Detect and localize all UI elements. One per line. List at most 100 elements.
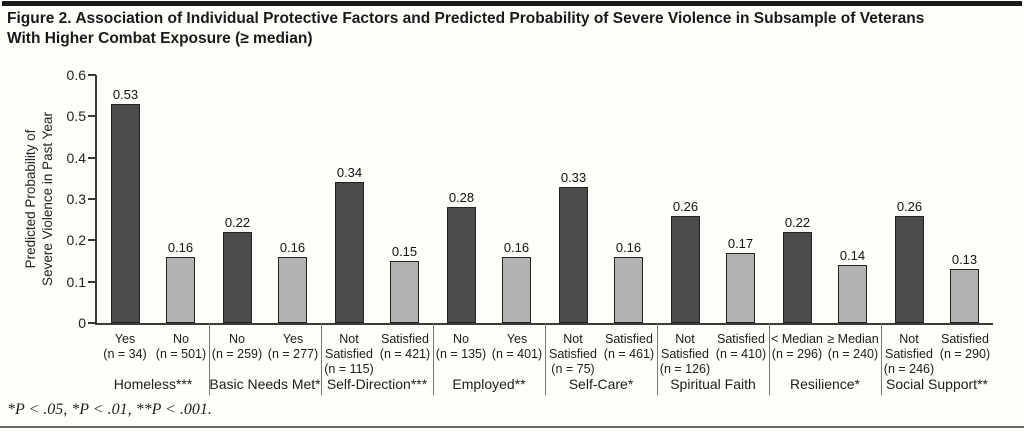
y-tick-label: 0 [78,315,86,331]
bar-with-value: 0.16 [278,240,307,323]
y-tick-label: 0.5 [66,108,86,125]
group-label: Spiritual Faith [670,376,756,392]
bar-with-value: 0.15 [390,244,419,323]
bottom-rule [0,426,1024,428]
y-tick-mark [88,239,96,242]
bar-tick-labels: Not Satisfied (n = 115) Satisfied (n = 4… [321,332,433,377]
bar-group: 0.34 0.15 Not Satisfied (n = 115) Satisf… [321,75,434,395]
bar-value-label: 0.16 [279,239,306,255]
bar-group: 0.26 0.13 Not Satisfied (n = 246) Satisf… [881,75,993,392]
bar-value-label: 0.33 [560,169,587,185]
y-tick-label: 0.6 [66,67,86,83]
y-tick-mark [88,115,96,118]
bar-value-label: 0.14 [839,248,866,264]
bar-tick-label: Yes (n = 277) [267,332,319,361]
bar-group: 0.22 0.14 < Median (n = 296) ≥ Median (n… [769,75,882,395]
bar-tick-label: Yes (n = 34) [103,332,147,361]
bar-tick-labels: No (n = 135) Yes (n = 401) [433,332,545,362]
bar-tick-labels: < Median (n = 296) ≥ Median (n = 240) [769,332,881,362]
top-rule [2,1,1022,6]
group-label: Social Support** [886,376,988,392]
bar-value-label: 0.28 [448,190,475,206]
bar [447,207,476,323]
bar [111,103,140,323]
bar [726,252,755,323]
bar-tick-label: Yes (n = 401) [491,332,543,361]
bar-tick-labels: Not Satisfied (n = 75) Satisfied (n = 46… [545,332,657,377]
bar-value-label: 0.16 [615,239,642,255]
bar-tick-label: No (n = 259) [211,332,263,361]
bar [559,186,588,323]
y-tick-label: 0.1 [66,273,86,290]
bar-with-value: 0.28 [447,190,476,323]
group-label: Basic Needs Met* [209,376,321,392]
group-label: Employed** [452,376,526,392]
bar-tick-label: Satisfied (n = 421) [379,332,431,361]
bar-group: 0.22 0.16 No (n = 259) Yes (n = 277) Bas… [209,75,322,395]
bar-tick-label: Satisfied (n = 290) [939,332,991,361]
plot-area: 0.53 0.16 Yes (n = 34) No (n = 501) Home… [95,75,993,395]
group-divider-line [657,323,658,395]
bar-with-value: 0.17 [726,236,755,323]
bar-value-label: 0.26 [896,198,923,214]
bar-with-value: 0.14 [838,248,867,323]
bar-with-value: 0.16 [502,240,531,323]
bar [614,256,643,323]
bar-tick-label: Not Satisfied (n = 75) [549,332,597,376]
bar-with-value: 0.22 [783,215,812,323]
y-tick-label: 0.3 [66,191,86,207]
bar [838,265,867,323]
bar-with-value: 0.22 [223,215,252,323]
bar-with-value: 0.26 [671,199,700,323]
bar-tick-labels: Not Satisfied (n = 246) Satisfied (n = 2… [881,332,993,377]
group-divider-line [209,323,210,395]
y-tick-mark [88,280,96,283]
bar [783,232,812,323]
bar [223,232,252,323]
bar-with-value: 0.13 [950,252,979,323]
bar-tick-label: Satisfied (n = 461) [603,332,655,361]
bar [166,256,195,323]
bar-with-value: 0.16 [614,240,643,323]
bar-with-value: 0.33 [559,170,588,323]
bar [502,256,531,323]
group-divider-line [881,323,882,395]
bar-value-label: 0.17 [727,235,754,251]
y-tick-mark [88,74,96,76]
bar-value-label: 0.53 [112,86,139,102]
bar-value-label: 0.16 [167,239,194,255]
bar-with-value: 0.16 [166,240,195,323]
group-divider-line [545,323,546,395]
group-divider-line [769,323,770,395]
group-label: Resilience* [789,376,861,392]
bar [390,261,419,323]
bar-tick-label: Satisfied (n = 410) [715,332,767,361]
group-label: Self-Care* [568,376,634,392]
bar-with-value: 0.34 [335,165,364,323]
bar-group: 0.33 0.16 Not Satisfied (n = 75) Satisfi… [545,75,658,395]
bar-value-label: 0.26 [672,198,699,214]
bar [950,269,979,323]
bar-tick-label: ≥ Median (n = 240) [827,332,879,361]
bar-with-value: 0.26 [895,199,924,323]
significance-footnote: *P < .05, *P < .01, **P < .001. [7,401,212,418]
bar-value-label: 0.15 [391,244,418,259]
bar-tick-labels: Yes (n = 34) No (n = 501) [97,332,209,362]
y-tick-label: 0.4 [66,149,86,166]
bar [671,215,700,323]
bar-value-label: 0.13 [951,252,978,268]
bar-group: 0.28 0.16 No (n = 135) Yes (n = 401) Emp… [433,75,546,395]
bar-tick-labels: Not Satisfied (n = 126) Satisfied (n = 4… [657,332,769,377]
y-tick-mark [88,156,96,159]
bar-value-label: 0.34 [336,165,363,181]
bar-tick-labels: No (n = 259) Yes (n = 277) [209,332,321,362]
y-tick-mark [88,322,96,324]
bar-value-label: 0.22 [784,215,811,231]
bar [335,182,364,323]
y-tick-label: 0.2 [66,232,86,249]
bar-group: 0.26 0.17 Not Satisfied (n = 126) Satisf… [657,75,770,395]
group-label: Self-Direction*** [326,376,428,392]
bar-tick-label: No (n = 501) [155,332,207,361]
group-divider-line [433,323,434,395]
